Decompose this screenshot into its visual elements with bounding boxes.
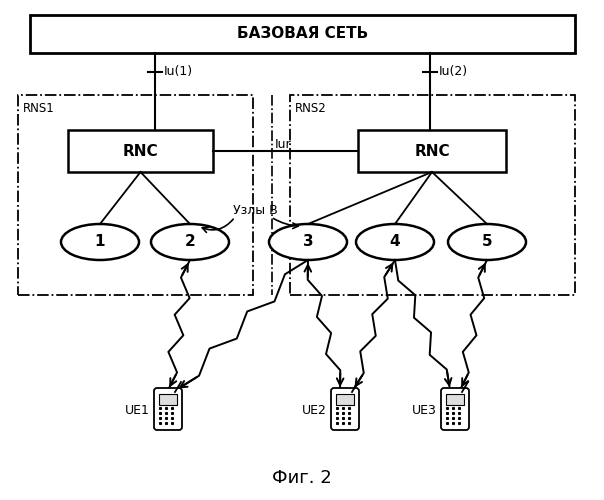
Bar	[446, 394, 464, 405]
FancyBboxPatch shape	[331, 388, 359, 430]
FancyBboxPatch shape	[154, 388, 182, 430]
Ellipse shape	[269, 224, 347, 260]
Bar	[68, 130, 213, 172]
Bar	[358, 130, 506, 172]
Bar	[290, 95, 575, 295]
Text: Iur: Iur	[275, 138, 292, 151]
Text: 1: 1	[95, 234, 105, 250]
Text: RNS2: RNS2	[295, 102, 327, 114]
Text: RNC: RNC	[123, 144, 158, 158]
Bar	[336, 394, 354, 405]
Text: 5: 5	[481, 234, 492, 250]
Text: RNS1: RNS1	[23, 102, 55, 114]
Bar	[30, 15, 575, 53]
Text: Iu(1): Iu(1)	[164, 66, 193, 78]
Text: 2: 2	[185, 234, 195, 250]
FancyBboxPatch shape	[441, 388, 469, 430]
Text: 3: 3	[303, 234, 313, 250]
Text: Iu(2): Iu(2)	[439, 66, 468, 78]
Text: 4: 4	[390, 234, 400, 250]
Bar	[159, 394, 177, 405]
Text: UE1: UE1	[125, 404, 150, 416]
Ellipse shape	[61, 224, 139, 260]
Text: Узлы В: Узлы В	[233, 204, 278, 216]
Text: UE2: UE2	[302, 404, 327, 416]
Text: Фиг. 2: Фиг. 2	[272, 469, 332, 487]
Text: UE3: UE3	[412, 404, 437, 416]
Ellipse shape	[151, 224, 229, 260]
Ellipse shape	[356, 224, 434, 260]
Ellipse shape	[448, 224, 526, 260]
Bar	[18, 95, 253, 295]
Text: RNC: RNC	[414, 144, 450, 158]
Text: БАЗОВАЯ СЕТЬ: БАЗОВАЯ СЕТЬ	[237, 26, 368, 42]
